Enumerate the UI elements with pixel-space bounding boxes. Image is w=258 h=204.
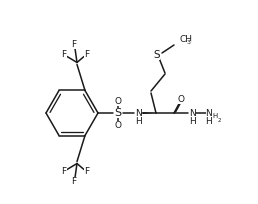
Polygon shape	[143, 112, 156, 114]
Text: F: F	[71, 177, 77, 186]
Text: O: O	[115, 96, 122, 105]
Text: H: H	[135, 116, 141, 125]
Text: F: F	[84, 167, 90, 176]
Text: F: F	[84, 50, 90, 59]
Text: N: N	[135, 109, 141, 118]
Text: O: O	[115, 121, 122, 130]
Text: 2: 2	[217, 118, 221, 122]
Text: F: F	[71, 40, 77, 49]
Text: N: N	[206, 109, 212, 118]
Text: H: H	[189, 116, 195, 125]
Text: F: F	[61, 167, 67, 176]
Text: CH: CH	[179, 35, 192, 44]
Text: O: O	[178, 94, 184, 103]
Text: 3: 3	[187, 41, 191, 45]
Text: S: S	[115, 108, 122, 118]
Text: S: S	[154, 50, 160, 60]
Text: H: H	[212, 113, 218, 119]
Text: H: H	[206, 116, 212, 125]
Text: N: N	[189, 109, 195, 118]
Text: F: F	[61, 50, 67, 59]
